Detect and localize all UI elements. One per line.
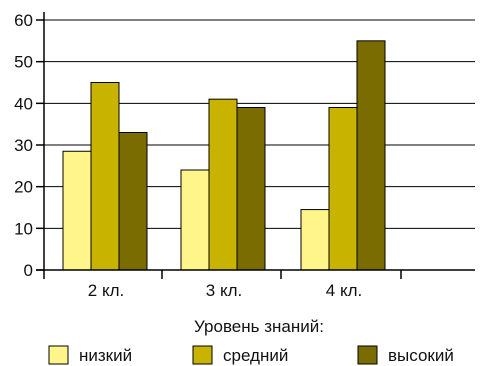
legend-title: Уровень знаний: <box>194 317 324 336</box>
legend-label: низкий <box>79 346 132 365</box>
legend-swatch <box>48 345 69 365</box>
bar <box>62 150 92 271</box>
bar <box>118 132 148 271</box>
legend-label: средний <box>223 346 288 365</box>
y-tick-labels: 0 10 20 30 40 50 60 <box>14 11 33 280</box>
y-tick-label: 50 <box>14 53 33 72</box>
bars <box>62 40 386 271</box>
bar <box>300 209 330 271</box>
bar <box>328 107 358 271</box>
bar <box>180 169 210 271</box>
x-tick-label: 4 кл. <box>326 281 362 300</box>
legend-label: высокий <box>388 346 454 365</box>
y-tick-label: 10 <box>14 219 33 238</box>
bar <box>236 107 266 271</box>
bar <box>90 82 120 271</box>
bar <box>356 40 386 271</box>
x-tick-label: 2 кл. <box>88 281 124 300</box>
legend-swatch <box>357 345 378 365</box>
y-tick-label: 20 <box>14 178 33 197</box>
bar <box>208 98 238 271</box>
legend: низкий средний высокий <box>48 345 454 365</box>
x-tick-labels: 2 кл. 3 кл. 4 кл. <box>88 281 362 300</box>
legend-swatch <box>192 345 213 365</box>
y-tick-label: 30 <box>14 136 33 155</box>
axes <box>36 12 475 279</box>
y-tick-label: 60 <box>14 11 33 30</box>
x-tick-label: 3 кл. <box>206 281 242 300</box>
y-tick-label: 40 <box>14 94 33 113</box>
y-tick-label: 0 <box>24 261 33 280</box>
